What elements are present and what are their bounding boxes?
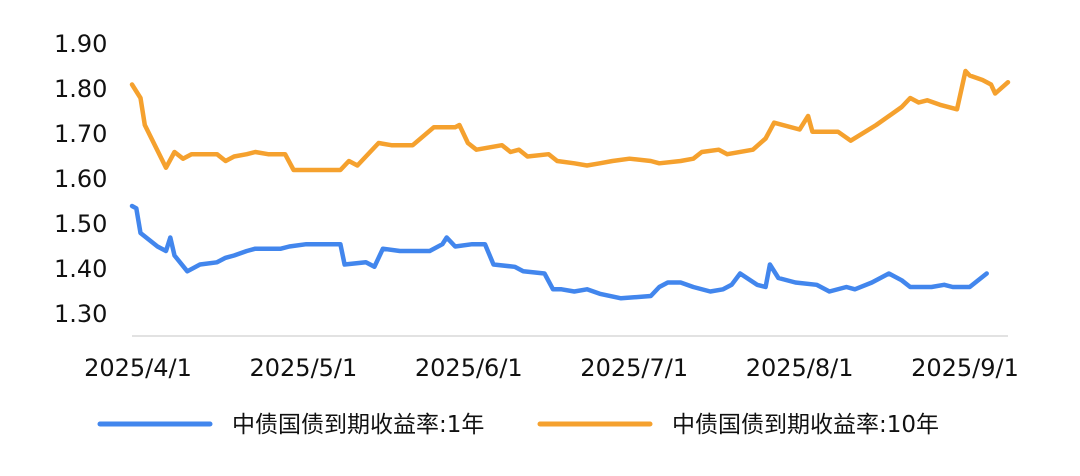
y-tick-label: 1.50 [54, 210, 107, 238]
y-tick-label: 1.90 [54, 30, 107, 58]
legend-label: 中债国债到期收益率:10年 [672, 412, 939, 438]
x-tick-label: 2025/5/1 [250, 354, 358, 382]
x-tick-label: 2025/9/1 [911, 354, 1019, 382]
series-line-1y [129, 203, 989, 301]
y-tick-label: 1.70 [54, 120, 107, 148]
x-tick-label: 2025/8/1 [746, 354, 854, 382]
legend: 中债国债到期收益率:1年 中债国债到期收益率:10年 [97, 412, 939, 438]
series-lines [129, 68, 1011, 301]
series-line-10y [129, 68, 1011, 173]
y-axis: 1.90 1.80 1.70 1.60 1.50 1.40 1.30 [54, 30, 107, 328]
x-tick-label: 2025/4/1 [84, 354, 192, 382]
y-tick-label: 1.40 [54, 255, 107, 283]
x-tick-label: 2025/7/1 [580, 354, 688, 382]
x-axis: 2025/4/1 2025/5/1 2025/6/1 2025/7/1 2025/8/1… [84, 354, 1019, 382]
legend-label: 中债国债到期收益率:1年 [232, 412, 484, 438]
y-tick-label: 1.60 [54, 165, 107, 193]
y-tick-label: 1.80 [54, 75, 107, 103]
x-tick-label: 2025/6/1 [415, 354, 523, 382]
y-tick-label: 1.30 [54, 300, 107, 328]
